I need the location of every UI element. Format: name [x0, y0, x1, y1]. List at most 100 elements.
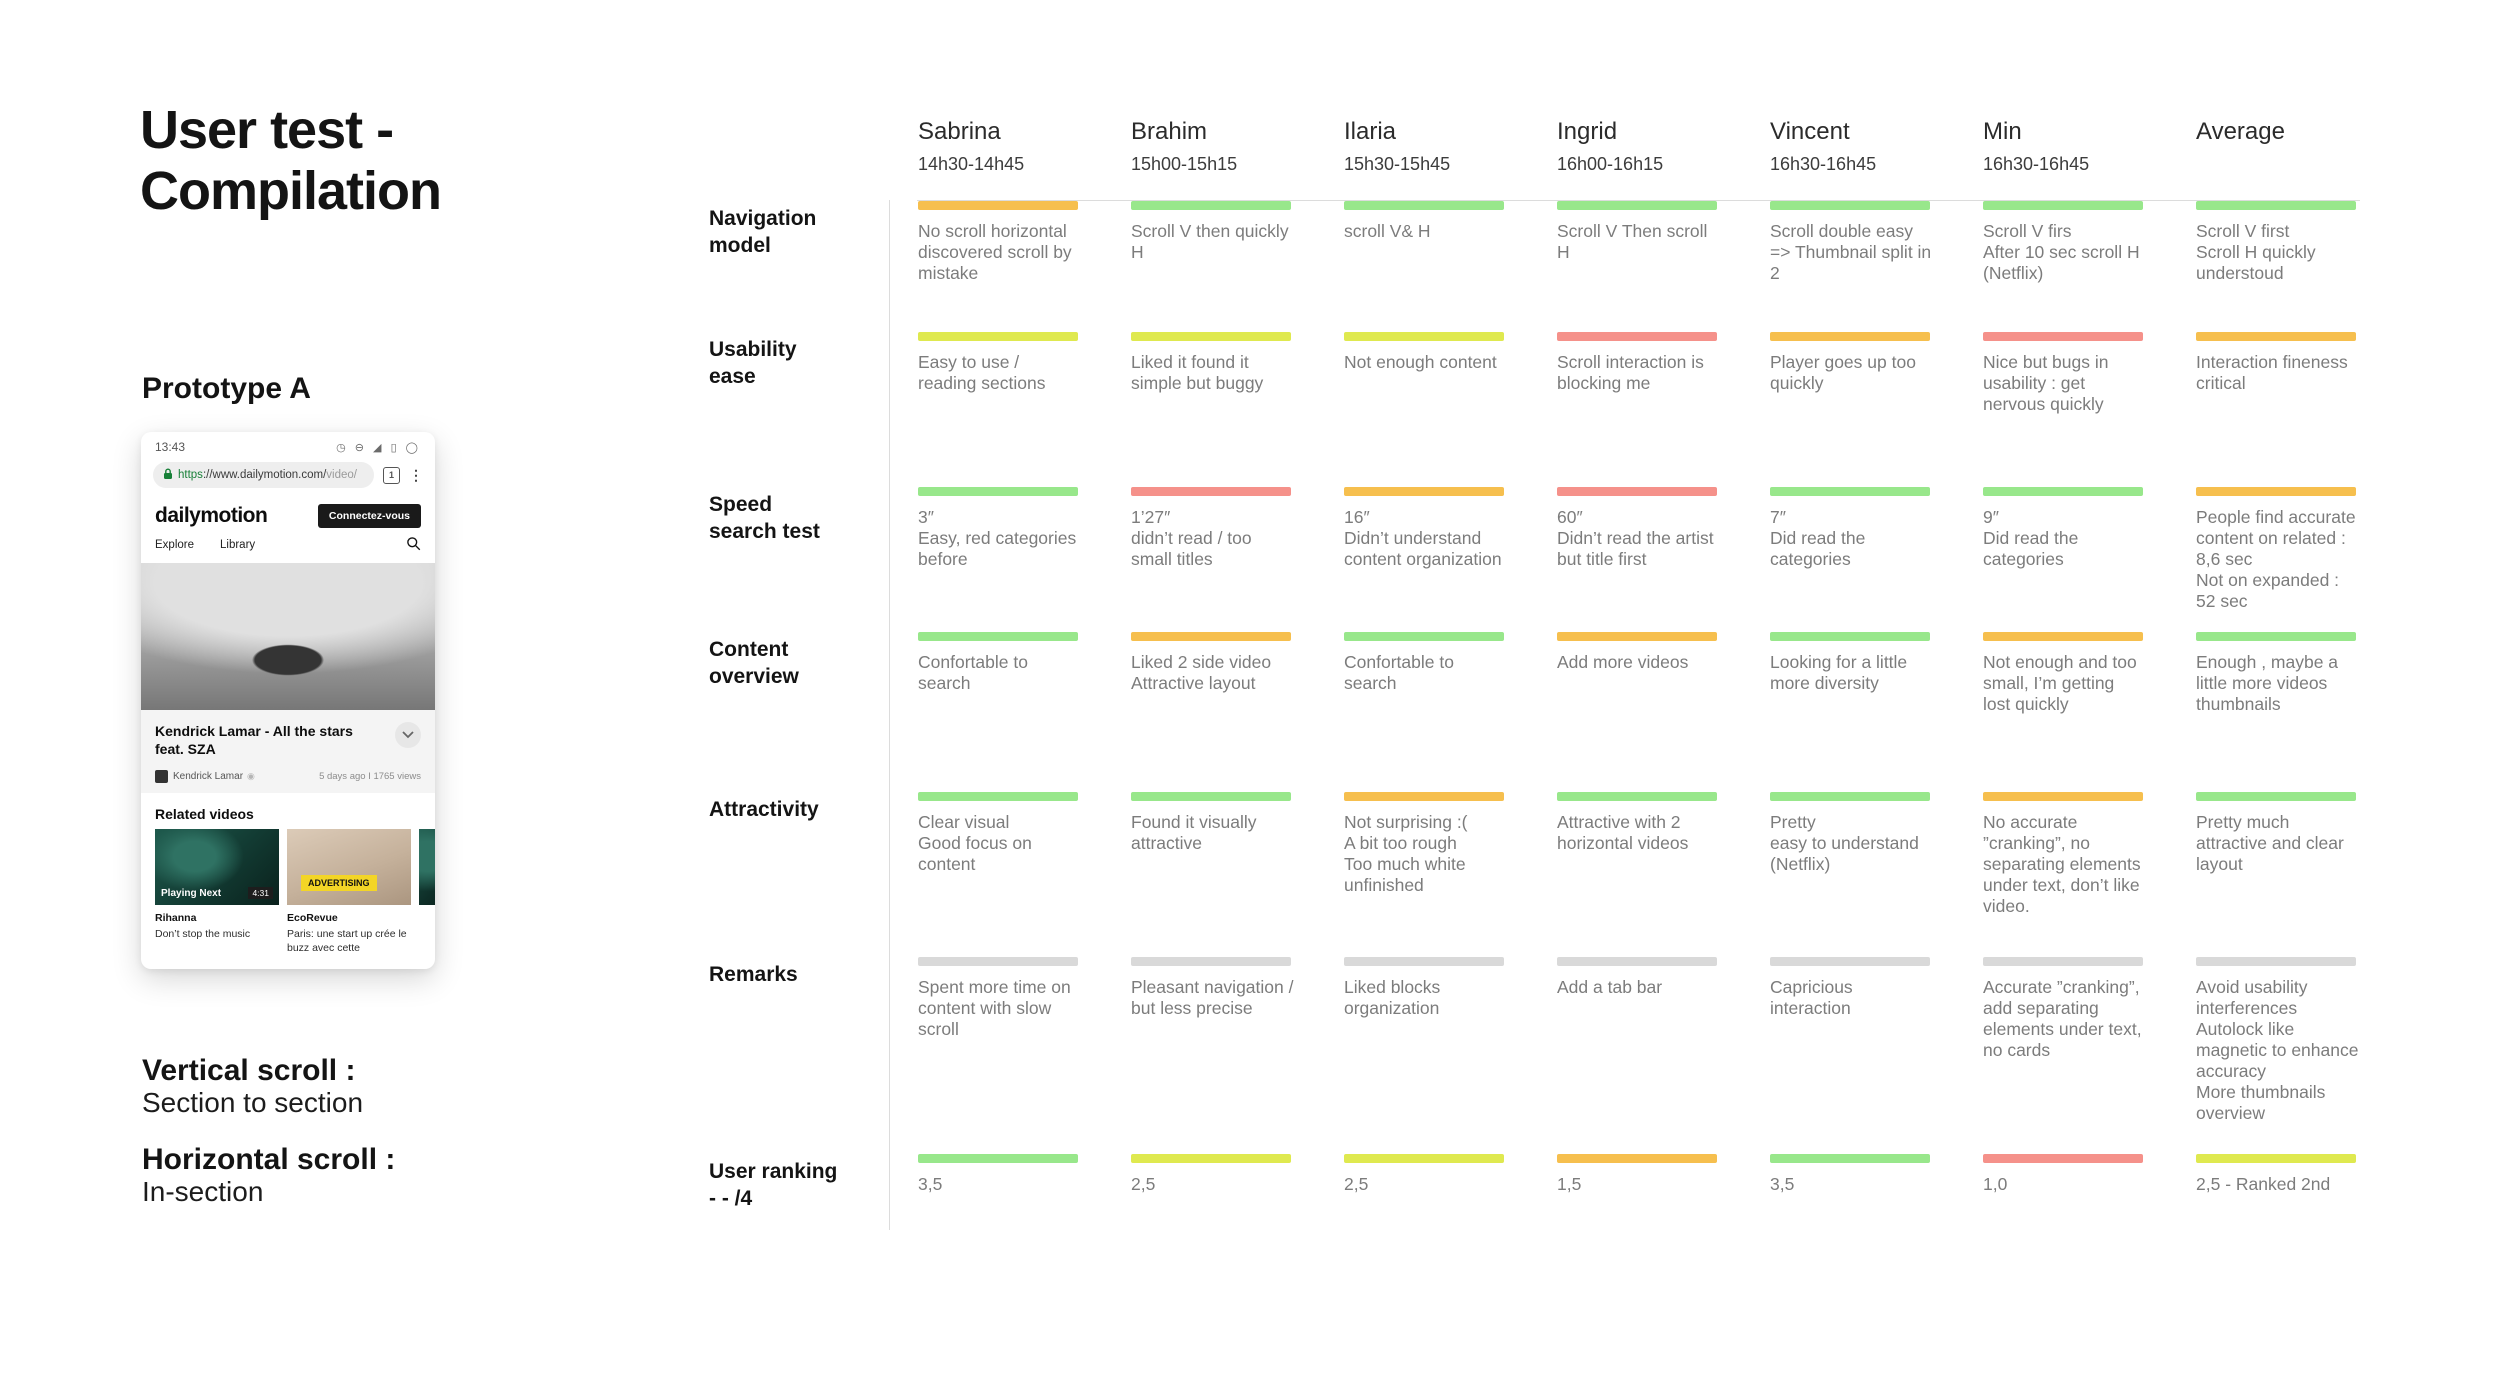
row-label: User ranking - - /4 [709, 1160, 838, 1211]
cell-text: 3″ Easy, red categories before [918, 507, 1077, 569]
table-cell: Scroll V first Scroll H quickly understo… [2196, 201, 2409, 332]
dailymotion-nav: Explore Library [141, 534, 435, 563]
participant-name: Vincent [1770, 118, 1850, 145]
table-cell: Liked blocks organization [1344, 957, 1557, 1154]
table-cell: Enough , maybe a little more videos thum… [2196, 632, 2409, 792]
cell-text: Looking for a little more diversity [1770, 652, 1908, 693]
url-host: ://www.dailymotion.com/ [202, 469, 327, 481]
cell-text: Liked 2 side video Attractive layout [1131, 652, 1272, 693]
scroll-notes: Vertical scroll : Section to section Hor… [142, 1054, 395, 1232]
cell-text: Enough , maybe a little more videos thum… [2196, 652, 2339, 714]
table-cell: 1,5 [1557, 1154, 1770, 1254]
table-cell: Scroll interaction is blocking me [1557, 332, 1770, 487]
rating-bar-orange [1344, 487, 1504, 496]
duration-badge: 4:31 [248, 887, 273, 900]
table-cell: 1’27″ didn’t read / too small titles [1131, 487, 1344, 632]
table-cell: Interaction fineness critical [2196, 332, 2409, 487]
table-row: Content overview Confortable to search Lik… [709, 632, 2409, 792]
participant-name: Ingrid [1557, 118, 1618, 145]
cell-text: Easy to use / reading sections [918, 352, 1046, 393]
table-cell: 60″ Didn’t read the artist but title fir… [1557, 487, 1770, 632]
results-table: Sabrina 14h30-14h45 Brahim 15h00-15h15 Ilari… [709, 118, 2409, 1254]
table-row: User ranking - - /4 3,5 2,5 2,5 1,5 3,5 1,0 2,5… [709, 1154, 2409, 1254]
table-cell: Player goes up too quickly [1770, 332, 1983, 487]
cell-text: Pleasant navigation / but less precise [1131, 977, 1294, 1018]
cell-text: Capricious interaction [1770, 977, 1853, 1018]
cell-text: Scroll interaction is blocking me [1557, 352, 1704, 393]
table-cell: 2,5 [1344, 1154, 1557, 1254]
table-cell: Nice but bugs in usability : get nervous… [1983, 332, 2196, 487]
table-cell: Pleasant navigation / but less precise [1131, 957, 1344, 1154]
rating-bar-green [1770, 792, 1930, 801]
horizontal-scroll-note: Horizontal scroll : In-section [142, 1143, 396, 1208]
advertising-badge: ADVERTISING [301, 875, 377, 892]
table-cell: Liked it found it simple but buggy [1131, 332, 1344, 487]
row-label: Attractivity [709, 798, 819, 821]
cell-text: Scroll double easy => Thumbnail split in… [1770, 221, 1932, 283]
table-cell: Scroll V then quickly H [1131, 201, 1344, 332]
participant-name: Brahim [1131, 118, 1208, 145]
cell-text: 9″ Did read the categories [1983, 507, 2079, 569]
cell-text: Scroll V first Scroll H quickly understo… [2196, 221, 2316, 283]
participant-time: 16h00-16h15 [1557, 154, 1664, 174]
rating-bar-green [1770, 1154, 1930, 1163]
rating-bar-green [918, 792, 1078, 801]
cell-text: Confortable to search [918, 652, 1028, 693]
lock-icon [163, 468, 173, 483]
browser-url-row: https://www.dailymotion.com/video/ 1 ⋮ [141, 456, 435, 494]
cell-text: Accurate ”cranking”, add separating elem… [1983, 977, 2142, 1060]
rating-bar-green [2196, 201, 2356, 210]
rating-bar-orange [2196, 487, 2356, 496]
table-cell: 7″ Did read the categories [1770, 487, 1983, 632]
column-header-sabrina: Sabrina 14h30-14h45 [918, 118, 1131, 175]
cell-text: scroll V& H [1344, 221, 1431, 241]
dailymotion-header: dailymotion Connectez-vous [141, 494, 435, 534]
row-gutter [889, 487, 918, 632]
participant-name: Average [2196, 118, 2285, 145]
url-text: https://www.dailymotion.com/video/ [178, 469, 357, 481]
column-header-brahim: Brahim 15h00-15h15 [1131, 118, 1344, 175]
rating-bar-gray [1344, 957, 1504, 966]
video-info-block: Kendrick Lamar - All the stars feat. SZA… [141, 710, 435, 794]
cell-text: Scroll V Then scroll H [1557, 221, 1708, 262]
cell-text: People find accurate content on related … [2196, 507, 2356, 611]
prototype-label: Prototype A [142, 372, 311, 405]
rating-bar-green [1131, 201, 1291, 210]
table-header-row: Sabrina 14h30-14h45 Brahim 15h00-15h15 Ilari… [709, 118, 2409, 201]
table-cell: Clear visual Good focus on content [918, 792, 1131, 957]
table-cell: Not surprising :( A bit too rough Too mu… [1344, 792, 1557, 957]
page-title: User test - Compilation [140, 100, 442, 222]
cell-text: Not enough content [1344, 352, 1497, 372]
table-row: Speed search test 3″ Easy, red categories… [709, 487, 2409, 632]
channel-avatar [155, 770, 168, 784]
rating-bar-yellow [1131, 1154, 1291, 1163]
cell-text: Scroll V then quickly H [1131, 221, 1289, 262]
rating-bar-gray [1770, 957, 1930, 966]
rating-bar-green [1770, 487, 1930, 496]
table-body: Navigation model No scroll horizontal dis… [709, 201, 2409, 1254]
cell-text: Spent more time on content with slow scr… [918, 977, 1071, 1039]
rating-bar-orange [918, 201, 1078, 210]
table-cell: 3″ Easy, red categories before [918, 487, 1131, 632]
cell-text: Scroll V firs After 10 sec scroll H (Net… [1983, 221, 2140, 283]
participant-time: 16h30-16h45 [1983, 154, 2090, 174]
rating-bar-yellow [1344, 332, 1504, 341]
table-row: Usability ease Easy to use / reading sect… [709, 332, 2409, 487]
participant-name: Sabrina [918, 118, 1001, 145]
rating-bar-orange [1983, 792, 2143, 801]
url-scheme: https [178, 469, 203, 481]
rating-bar-red [1983, 1154, 2143, 1163]
cell-text: 60″ Didn’t read the artist but title fir… [1557, 507, 1714, 569]
rating-bar-gray [2196, 957, 2356, 966]
verified-icon: ◉ [247, 771, 255, 782]
column-header-min: Min 16h30-16h45 [1983, 118, 2196, 175]
rating-bar-green [1344, 201, 1504, 210]
rating-bar-green [2196, 632, 2356, 641]
rating-bar-orange [1344, 792, 1504, 801]
cell-text: Interaction fineness critical [2196, 352, 2348, 393]
table-cell: Add more videos [1557, 632, 1770, 792]
rating-bar-green [1770, 201, 1930, 210]
table-cell: Scroll double easy => Thumbnail split in… [1770, 201, 1983, 332]
row-label: Navigation model [709, 207, 817, 258]
rating-bar-green [918, 487, 1078, 496]
